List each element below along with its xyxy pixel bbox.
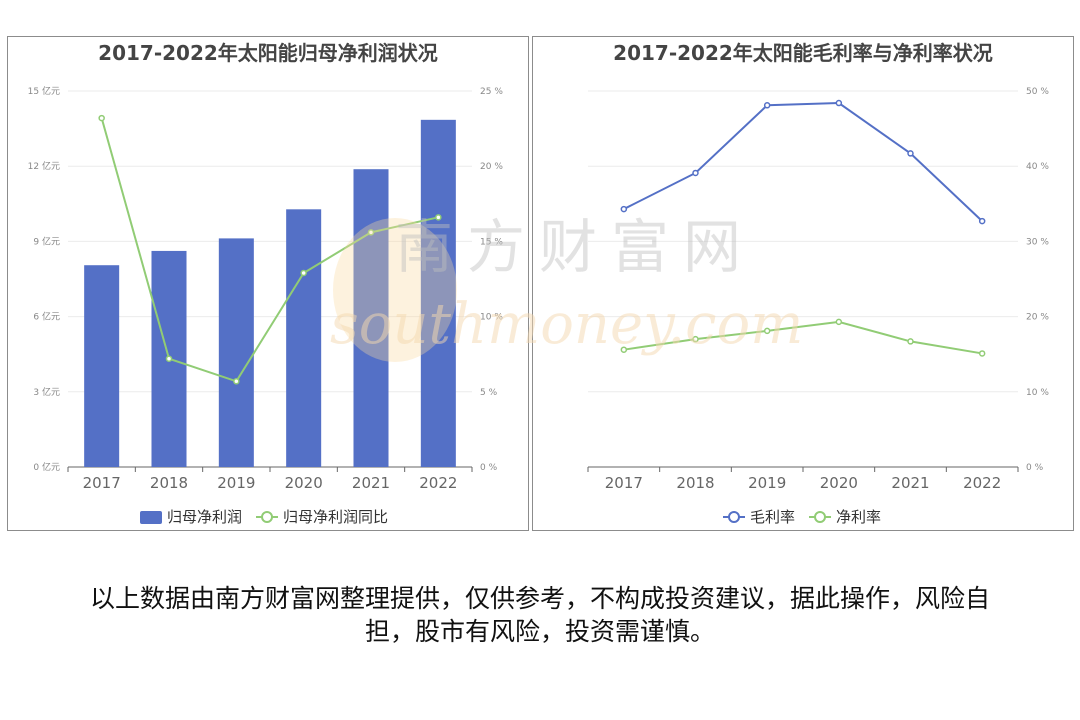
y-right-tick-label: 30 % bbox=[1026, 237, 1049, 247]
y-left-tick-label: 9 亿元 bbox=[33, 235, 60, 247]
data-point bbox=[692, 169, 699, 177]
x-tick-label: 2019 bbox=[217, 474, 255, 492]
chart-panel-margins: 2017-2022年太阳能毛利率与净利率状况 0 % 10 % 20 % 30 % 40 … bbox=[532, 36, 1074, 531]
y-left-tick-label: 12 亿元 bbox=[28, 160, 60, 172]
y-left-tick-label: 3 亿元 bbox=[33, 386, 60, 398]
y-left-tick-label: 6 亿元 bbox=[33, 311, 60, 323]
y-right-tick-label: 50 % bbox=[1026, 87, 1049, 97]
data-point bbox=[98, 114, 105, 122]
x-tick-label: 2020 bbox=[285, 474, 323, 492]
bar bbox=[420, 119, 456, 468]
chart-panel-net-profit: 2017-2022年太阳能归母净利润状况 0 亿元 0 % 3 亿元 5 % 6 亿元 10… bbox=[7, 36, 529, 531]
legend-label: 净利率 bbox=[836, 508, 881, 526]
bar bbox=[84, 265, 120, 467]
bar bbox=[286, 209, 322, 467]
data-point bbox=[978, 350, 986, 357]
legend-swatch-bar bbox=[140, 511, 162, 524]
series-line bbox=[623, 320, 983, 355]
x-tick-label: 2021 bbox=[352, 474, 390, 492]
legend-label: 归母净利润 bbox=[167, 508, 242, 526]
y-right-tick-label: 15 % bbox=[480, 237, 503, 247]
data-point bbox=[835, 318, 843, 326]
y-right-tick-label: 10 % bbox=[480, 313, 503, 323]
data-point bbox=[165, 355, 173, 362]
x-tick-label: 2019 bbox=[748, 474, 786, 492]
y-right-tick-label: 40 % bbox=[1026, 162, 1049, 172]
y-right-tick-label: 10 % bbox=[1026, 388, 1049, 398]
chart-title: 2017-2022年太阳能归母净利润状况 bbox=[98, 41, 438, 65]
y-left-tick-label: 15 亿元 bbox=[28, 85, 60, 97]
bar bbox=[218, 238, 254, 467]
data-point bbox=[907, 150, 914, 157]
y-right-tick-label: 20 % bbox=[1026, 313, 1049, 323]
disclaimer-text: 以上数据由南方财富网整理提供，仅供参考，不构成投资建议，据此操作，风险自担，股市… bbox=[89, 584, 990, 646]
legend-swatch-marker bbox=[728, 511, 740, 523]
data-point bbox=[692, 335, 699, 343]
bar bbox=[353, 169, 389, 467]
x-tick-label: 2022 bbox=[963, 474, 1001, 492]
data-point bbox=[367, 229, 375, 236]
y-right-tick-label: 20 % bbox=[480, 162, 503, 172]
y-right-tick-label: 0 % bbox=[1026, 463, 1044, 473]
data-point bbox=[978, 217, 986, 225]
series-line bbox=[623, 102, 983, 222]
x-tick-label: 2017 bbox=[605, 474, 643, 492]
net-profit-chart: 2017-2022年太阳能归母净利润状况 0 亿元 0 % 3 亿元 5 % 6 亿元 10… bbox=[28, 41, 504, 526]
data-point bbox=[835, 99, 843, 107]
y-left-tick-label: 0 亿元 bbox=[33, 461, 60, 473]
data-point bbox=[435, 214, 442, 221]
data-point bbox=[620, 205, 628, 213]
margin-chart: 2017-2022年太阳能毛利率与净利率状况 0 % 10 % 20 % 30 % 40 … bbox=[587, 41, 1049, 526]
data-point bbox=[300, 269, 307, 277]
x-tick-label: 2017 bbox=[83, 474, 121, 492]
x-tick-label: 2020 bbox=[820, 474, 858, 492]
series-line bbox=[100, 117, 439, 383]
data-point bbox=[620, 346, 628, 353]
chart-title: 2017-2022年太阳能毛利率与净利率状况 bbox=[613, 41, 993, 65]
x-tick-label: 2018 bbox=[150, 474, 188, 492]
legend-swatch-marker bbox=[261, 511, 274, 523]
data-point bbox=[907, 338, 914, 345]
legend-swatch-marker bbox=[814, 511, 827, 523]
legend-label: 归母净利润同比 bbox=[283, 508, 388, 526]
y-right-tick-label: 0 % bbox=[480, 463, 498, 473]
data-point bbox=[233, 378, 240, 385]
x-tick-label: 2018 bbox=[676, 474, 714, 492]
x-tick-label: 2022 bbox=[419, 474, 457, 492]
x-tick-label: 2021 bbox=[891, 474, 929, 492]
y-right-tick-label: 5 % bbox=[480, 388, 498, 398]
y-right-tick-label: 25 % bbox=[480, 87, 503, 97]
data-point bbox=[763, 102, 771, 109]
legend-label: 毛利率 bbox=[750, 508, 795, 526]
data-point bbox=[763, 327, 771, 335]
